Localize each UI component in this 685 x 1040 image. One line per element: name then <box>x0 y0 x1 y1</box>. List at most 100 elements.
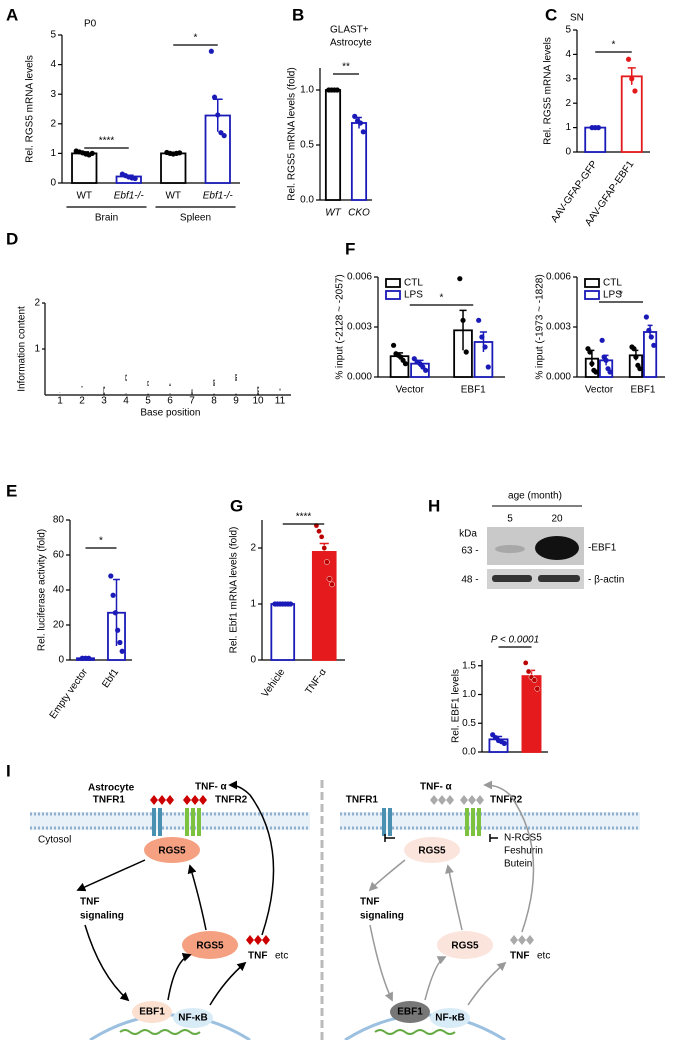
x-tick-label: 6 <box>167 396 173 407</box>
nfkb-label: NF-κB <box>435 1013 464 1024</box>
receptor-label: TNFR1 <box>346 795 379 806</box>
x-tick-label: 11 <box>275 396 286 407</box>
data-point <box>531 677 538 683</box>
panel-label: C <box>545 5 557 24</box>
arrow <box>483 780 535 933</box>
data-point <box>108 573 114 579</box>
legend-swatch <box>584 290 600 300</box>
logo-letter: G <box>235 372 237 384</box>
blot-age: 5 <box>507 514 513 525</box>
x-tick-label: Vector <box>396 385 425 396</box>
tnf-ligand <box>430 795 484 805</box>
y-axis-label: % input (-2128 ~ -2057) <box>335 274 346 379</box>
x-tick-label: 5 <box>145 396 151 407</box>
logo-letter: C <box>81 395 84 396</box>
data-point <box>643 314 649 320</box>
signaling-label: TNF <box>80 897 99 908</box>
bar <box>270 603 296 661</box>
blot-band <box>535 536 579 560</box>
data-point <box>402 361 409 367</box>
receptor <box>382 808 386 836</box>
chart-title: P0 <box>84 19 97 30</box>
data-point <box>326 575 333 582</box>
inhibition <box>384 834 498 842</box>
pathway-diagram: Astrocyte Cytosol TNFR1 TNFR2 TNF- α RGS… <box>30 780 640 1040</box>
data-point <box>589 361 595 367</box>
data-point <box>321 545 328 551</box>
logo-letter: A <box>191 388 193 397</box>
x-tick-label: EBF1 <box>461 385 486 396</box>
panel-label: G <box>230 496 243 515</box>
y-tick-label: 80 <box>53 515 65 526</box>
y-tick-label: 3 <box>565 73 571 84</box>
arrow <box>84 924 130 1002</box>
y-tick-label: 1.5 <box>462 660 476 671</box>
receptor <box>152 808 156 836</box>
x-tick-label: Vehicle <box>260 667 288 700</box>
significance-label: P < 0.0001 <box>491 635 539 646</box>
rgs5-node <box>404 837 460 863</box>
receptor <box>158 808 162 836</box>
x-tick-label: 7 <box>189 396 195 407</box>
logo-letter: C <box>147 381 149 389</box>
data-point <box>177 150 183 156</box>
y-tick-label: 4 <box>50 59 56 70</box>
group-label: Brain <box>95 213 118 224</box>
data-point <box>651 342 657 348</box>
bar <box>71 152 98 184</box>
y-tick-label: 4 <box>565 49 571 60</box>
y-axis-label: Rel. Ebf1 mRNA levels (fold) <box>229 527 240 654</box>
rgs5-node <box>144 837 200 863</box>
rgs5-label: RGS5 <box>418 846 446 857</box>
signaling-label: signaling <box>360 911 404 922</box>
tnf-ligand <box>246 935 270 945</box>
blot-band-label: - β-actin <box>588 575 624 586</box>
blot-age: 20 <box>551 514 563 525</box>
blot-unit: kDa <box>459 529 477 540</box>
y-axis-label: Rel. RGS5 mRNA levels <box>543 37 554 145</box>
receptor <box>191 808 195 836</box>
panel-label: H <box>428 496 440 515</box>
logo-letter: A <box>235 393 237 395</box>
signaling-label: TNF <box>360 897 379 908</box>
x-tick-label: 3 <box>101 396 107 407</box>
bar <box>160 152 187 184</box>
bar <box>584 126 607 153</box>
receptor <box>185 808 189 836</box>
x-axis-label: Base position <box>140 408 200 419</box>
y-tick-label: 0.003 <box>546 322 571 333</box>
chart-title: GLAST+ <box>330 25 369 36</box>
bar <box>311 551 337 661</box>
y-tick-label: 60 <box>53 550 65 561</box>
data-point <box>334 87 340 93</box>
y-tick-label: 1.0 <box>462 689 476 700</box>
data-point <box>215 112 221 118</box>
ligand-label: TNF- α <box>420 782 453 793</box>
data-point <box>119 648 125 654</box>
x-tick-label: TNF-α <box>303 667 329 697</box>
dna <box>119 1029 201 1035</box>
legend-swatch <box>385 278 401 288</box>
data-point <box>607 369 613 375</box>
dna <box>374 1029 456 1035</box>
data-point <box>110 592 116 598</box>
data-point <box>287 601 294 607</box>
x-tick-label: EBF1 <box>630 385 655 396</box>
data-point <box>522 660 529 666</box>
rgs5-node <box>182 931 238 959</box>
significance-label: ** <box>342 62 350 73</box>
y-axis-label: Rel. EBF1 levels <box>451 669 462 743</box>
ligand-label: TNF- α <box>195 782 228 793</box>
y-tick-label: 0.0 <box>300 195 314 206</box>
legend-swatch <box>584 278 600 288</box>
arrow <box>368 859 406 892</box>
data-point <box>221 133 227 139</box>
y-tick-label: 0 <box>50 178 56 189</box>
x-tick-label: 2 <box>79 396 85 407</box>
rgs5-label: RGS5 <box>158 846 186 857</box>
data-point <box>599 337 605 343</box>
inhibitor-label: Butein <box>504 859 532 870</box>
data-point <box>595 125 602 131</box>
logo-letter: G <box>213 379 215 388</box>
legend-swatch <box>385 290 401 300</box>
